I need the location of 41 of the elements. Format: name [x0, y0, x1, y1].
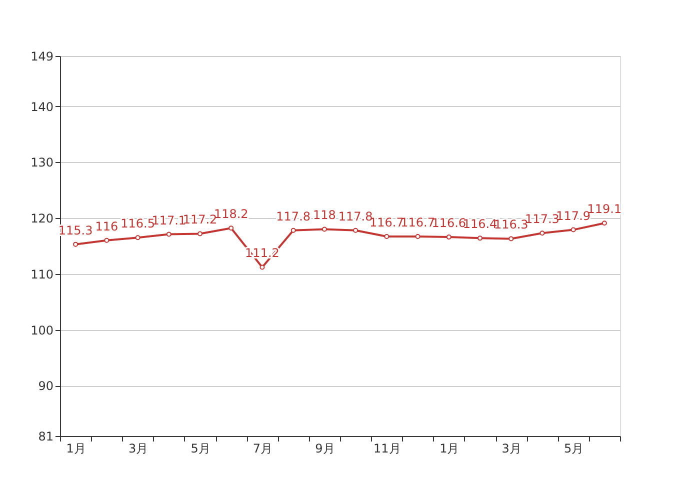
y-tick-label: 100 [30, 323, 54, 338]
point [446, 234, 452, 240]
x-tick-label: 1月 [440, 442, 460, 456]
x-tick-label: 1月 [66, 442, 86, 456]
x-tick-label: 9月 [315, 442, 335, 456]
point [135, 235, 140, 240]
point [290, 228, 296, 233]
data-label: 118 [312, 208, 336, 222]
data-label: 117.8 [338, 209, 373, 224]
x-tick-label: 3月 [502, 442, 522, 456]
x-tick-label: 11月 [374, 442, 401, 456]
point [478, 236, 482, 241]
data-label: 116 [95, 219, 118, 234]
point [602, 220, 607, 226]
point [260, 264, 265, 270]
y-tick-label: 130 [30, 156, 54, 170]
x-tick-label: 5月 [190, 442, 210, 456]
point [508, 236, 514, 242]
point [540, 230, 545, 236]
y-tick-label: 90 [38, 379, 54, 394]
y-tick-label: 120 [30, 212, 54, 226]
point [322, 226, 327, 232]
point [166, 232, 172, 237]
point [570, 227, 576, 232]
point [228, 226, 234, 231]
point [353, 228, 358, 233]
point [104, 238, 110, 243]
data-label: 116.7 [400, 216, 435, 230]
x-tick-label: 3月 [128, 442, 148, 456]
data-label: 117.8 [276, 209, 311, 224]
point [384, 234, 390, 239]
point [198, 231, 202, 236]
point [73, 242, 78, 247]
y-tick-label: 140 [30, 100, 54, 114]
data-label: 116.3 [494, 218, 528, 232]
x-tick-label: 5月 [564, 442, 584, 456]
x-tick-label: 7月 [252, 442, 273, 456]
y-tick-label: 149 [30, 50, 54, 64]
y-tick-label: 81 [38, 430, 54, 444]
y-tick-label: 110 [30, 267, 54, 282]
point [415, 234, 420, 239]
